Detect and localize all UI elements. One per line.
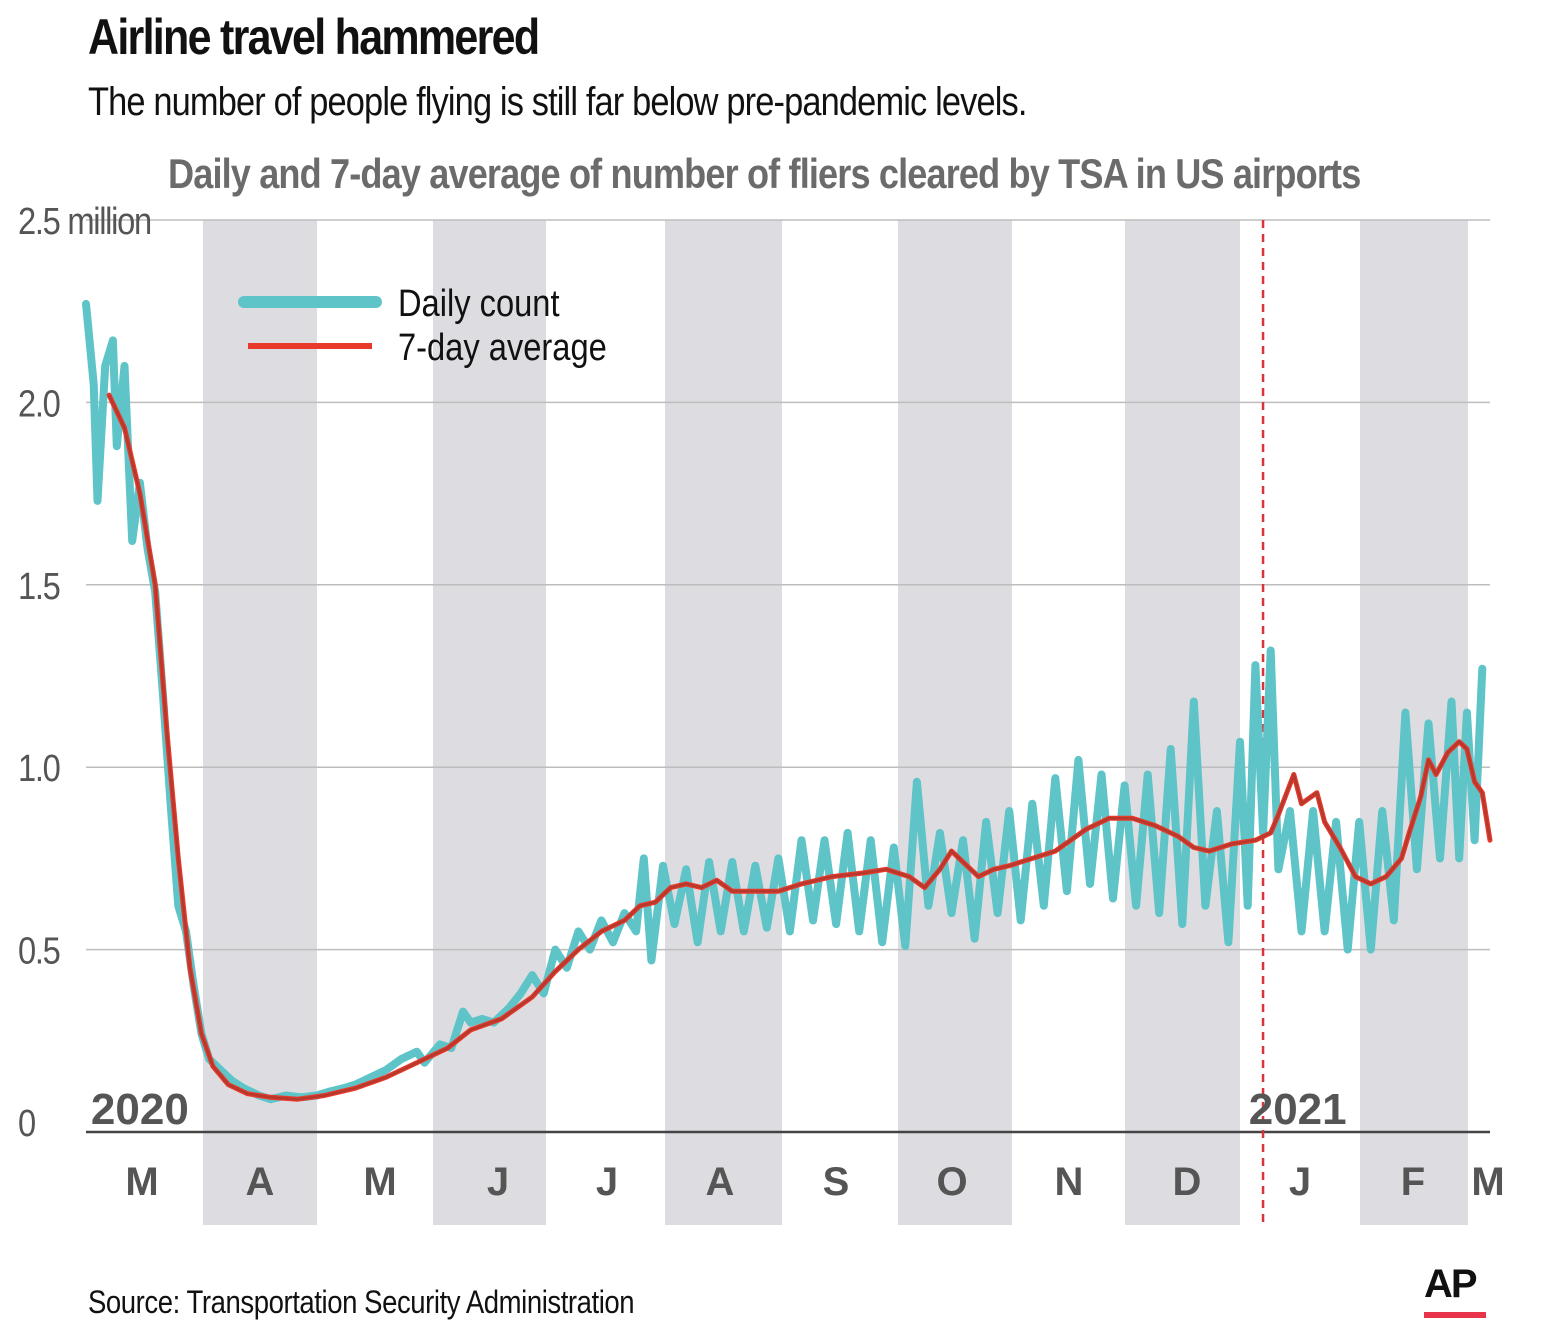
x-tick-label: O — [936, 1160, 967, 1204]
series-lines — [82, 299, 1493, 1104]
y-axis-labels: 0 0.5 1.0 1.5 2.0 2.5 million — [18, 200, 152, 1145]
x-tick-label: J — [1289, 1160, 1311, 1204]
ap-logo-bar — [1424, 1312, 1486, 1318]
x-tick-label: D — [1173, 1160, 1202, 1204]
year-label: 2021 — [1249, 1085, 1347, 1134]
x-tick-label: J — [487, 1160, 509, 1204]
y-tick-label: 1.5 — [18, 564, 60, 607]
x-tick-label: A — [246, 1160, 275, 1204]
y-tick-label: 2.0 — [18, 382, 60, 425]
x-tick-label: J — [596, 1160, 618, 1204]
x-tick-label: A — [706, 1160, 735, 1204]
x-tick-label: M — [1471, 1160, 1504, 1204]
source-note: Source: Transportation Security Administ… — [88, 1284, 635, 1320]
month-band — [1125, 220, 1240, 1225]
year-labels: 2020 2021 — [91, 1085, 1347, 1134]
month-bands — [203, 220, 1468, 1225]
seven-day-average-line-overlay — [107, 394, 1492, 1101]
month-band — [665, 220, 782, 1225]
ap-logo: AP — [1424, 1262, 1486, 1318]
legend-label-average: 7-day average — [398, 326, 607, 369]
chart-title: Daily and 7-day average of number of fli… — [168, 150, 1361, 197]
x-tick-label: N — [1055, 1160, 1084, 1204]
y-tick-label: 0 — [18, 1102, 36, 1145]
month-band — [203, 220, 317, 1225]
gridlines — [86, 219, 1490, 1228]
x-tick-label: S — [823, 1160, 850, 1204]
y-tick-label: 0.5 — [18, 929, 60, 972]
year-label: 2020 — [91, 1085, 189, 1134]
y-tick-label: 2.5 million — [18, 200, 151, 243]
x-tick-label: M — [363, 1160, 396, 1204]
x-tick-label: M — [125, 1160, 158, 1204]
x-tick-label: F — [1401, 1160, 1425, 1204]
legend-label-daily: Daily count — [398, 282, 560, 325]
y-tick-label: 1.0 — [18, 747, 60, 790]
month-band — [898, 220, 1012, 1225]
chart-heading: Airline travel hammered — [88, 9, 540, 65]
month-band — [433, 220, 546, 1225]
ap-logo-text: AP — [1424, 1262, 1478, 1306]
chart-subheading: The number of people flying is still far… — [88, 80, 1027, 124]
